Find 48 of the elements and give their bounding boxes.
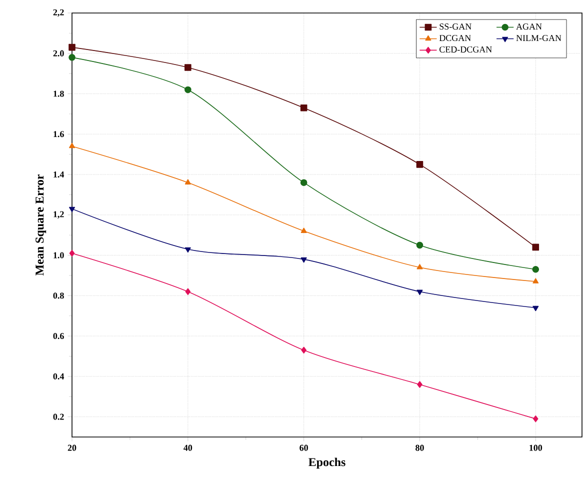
y-tick-label: 1.8	[54, 90, 64, 97]
y-tick-label: 1.6	[54, 131, 64, 138]
point	[301, 346, 306, 354]
point	[532, 244, 540, 251]
y-tick-label: 0.6	[53, 332, 64, 340]
legend-label: CED-DCGAN	[440, 46, 492, 53]
point	[68, 54, 76, 61]
point	[68, 44, 76, 51]
y-tick-label: 2,2	[53, 9, 64, 17]
legend-label: NILM-GAN	[516, 35, 562, 42]
x-tick-label: 80	[416, 444, 424, 451]
y-tick-label: 1.4	[54, 171, 64, 178]
y-tick-label: 0.2	[53, 414, 64, 420]
point	[69, 206, 76, 212]
point	[69, 250, 75, 257]
legend-label: AGAN	[516, 24, 542, 30]
point	[184, 179, 191, 184]
point	[300, 104, 308, 112]
y-tick-label: 0.8	[53, 292, 64, 299]
point	[416, 161, 424, 168]
y-tick-label: 2.0	[53, 50, 64, 56]
point	[300, 179, 308, 186]
y-tick-label: 1,2	[54, 211, 64, 219]
y-tick-label: 0.4	[53, 373, 64, 380]
point	[532, 306, 539, 312]
point	[184, 64, 192, 71]
point	[185, 288, 191, 296]
x-tick-label: 60	[300, 444, 308, 451]
point	[69, 142, 76, 148]
x-tick-label: 20	[68, 444, 76, 451]
y-tick-label: 1.0	[54, 252, 64, 258]
legend-label: DCGAN	[439, 35, 471, 42]
point	[416, 264, 423, 270]
point	[532, 278, 539, 284]
point	[416, 242, 424, 249]
point	[532, 415, 538, 422]
point	[532, 266, 540, 273]
x-tick-label: 100	[530, 444, 542, 451]
point	[417, 381, 422, 388]
point	[184, 247, 191, 253]
point	[300, 257, 307, 263]
point	[300, 228, 307, 233]
legend-label: SS-GAN	[440, 24, 472, 30]
x-axis-title: Epochs	[308, 458, 346, 469]
y-axis-title: Mean Square Error	[36, 174, 46, 276]
point	[416, 290, 423, 296]
x-tick-label: 40	[184, 444, 192, 451]
point	[184, 86, 192, 94]
